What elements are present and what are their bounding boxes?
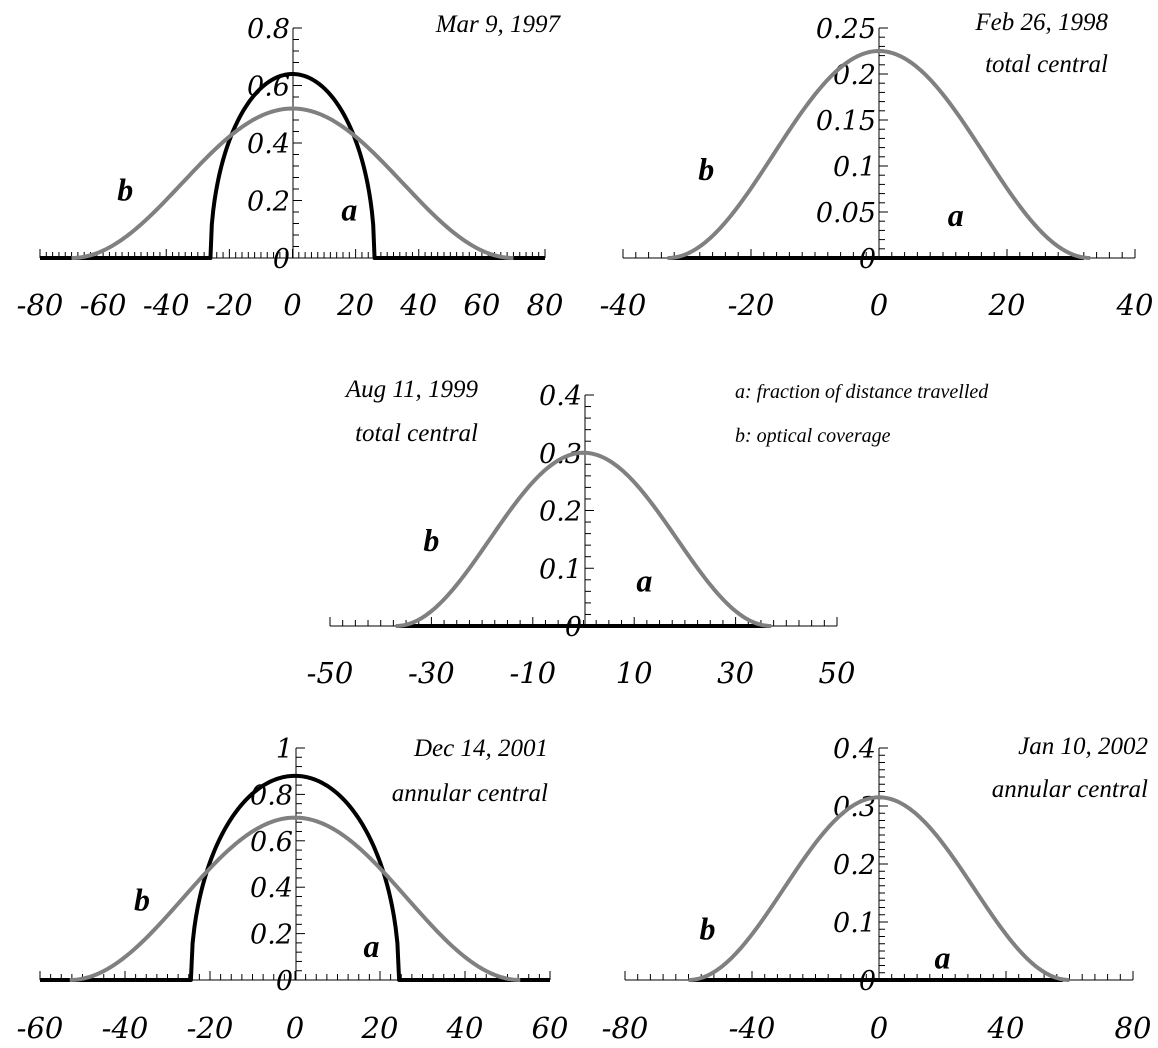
y-tick-label: 0.15 [816,106,876,137]
y-tick-label: 0.1 [833,152,876,183]
x-tick-label: 0 [870,288,888,322]
chart-title-line: Jan 10, 2002 [1018,733,1148,760]
y-tick-label: 0.4 [247,129,290,160]
x-tick-label: -30 [408,656,455,690]
x-tick-label: 30 [717,656,754,690]
x-tick-label: 40 [987,1011,1025,1045]
x-tick-label: 20 [336,288,374,322]
curve-label-a: a [935,939,951,975]
series-b-line [71,106,514,260]
x-tick-label: -40 [600,288,647,322]
series-b-line [395,450,772,628]
chart-title-line: annular central [392,780,548,807]
series-a-line [40,773,550,982]
curve-label-a: a [636,562,652,598]
chart-title-line: Mar 9, 1997 [435,11,562,38]
y-tick-label: 0 [273,244,290,275]
x-tick-label: -80 [17,288,64,322]
x-tick-label: -20 [206,288,253,322]
legend-a: a: fraction of distance travelled [735,381,989,403]
x-tick-label: 20 [361,1011,399,1045]
x-tick-label: 20 [988,288,1026,322]
y-tick-label: 1 [276,734,293,765]
legend-b: b: optical coverage [735,425,891,447]
chart-panel-4: 0 0.2 0.4 0.6 0.8 1 -60 -40 -20 0 20 40 60 b a Dec 14, … [17,734,569,1045]
x-tick-label: 80 [527,288,564,322]
curve-label-b: b [117,172,133,208]
x-tick-label: 60 [532,1011,569,1045]
y-tick-label: 0.25 [816,14,876,45]
series-b-line [69,815,521,982]
x-tick-label: 60 [463,288,500,322]
y-tick-label: 0 [276,966,293,997]
x-tick-label: -10 [509,656,556,690]
chart-title-line: annular central [992,776,1148,803]
x-tick-label: 40 [399,288,437,322]
y-tick-label: 0.2 [250,920,293,951]
y-tick-label: 0.4 [539,381,582,412]
y-tick-label: 0.05 [816,198,876,229]
curve-label-a: a [341,192,357,228]
y-tick-label: 0.2 [247,187,290,218]
panels: 0 0.2 0.4 0.6 0.8 -80 -60 -40 -20 0 20 40 60 80 b a Mar … [17,9,1154,1045]
chart-title-line: Aug 11, 1999 [344,376,479,403]
chart-title-line: total central [985,51,1108,78]
curve-label-b: b [134,881,150,917]
y-tick-label: 0.4 [250,873,293,904]
x-tick-label: -80 [602,1011,649,1045]
curve-label-b: b [423,522,439,558]
x-tick-label: -20 [728,288,775,322]
chart-title-line: Dec 14, 2001 [413,735,548,762]
series-b-line [667,49,1091,260]
x-tick-label: 0 [870,1011,888,1045]
x-tick-label: 0 [286,1011,304,1045]
curve-label-a: a [948,197,964,233]
y-tick-label: 0.1 [833,908,876,939]
chart-title-line: total central [355,420,478,447]
y-tick-label: 0.6 [250,827,293,858]
x-tick-label: 80 [1115,1011,1152,1045]
x-tick-label: 50 [819,656,856,690]
x-tick-label: -60 [80,288,127,322]
curve-label-b: b [698,151,714,187]
x-tick-label: 40 [1116,288,1154,322]
x-tick-label: -40 [143,288,190,322]
curve-label-b: b [700,910,716,946]
chart-panel-1: 00.20.40.60.8-80 -60 -40 -20 0 20 40 60 80baMar … [17,11,564,322]
curve-label-a: a [364,928,380,964]
series-a-line [40,72,545,260]
y-tick-label: 0.4 [833,734,876,765]
y-tick-label: 0.2 [833,850,876,881]
chart-title-line: Feb 26, 1998 [974,9,1108,36]
x-tick-label: -50 [307,656,354,690]
y-tick-label: 0.2 [539,497,582,528]
y-tick-label: 0.8 [250,780,293,811]
x-tick-label: -40 [729,1011,776,1045]
x-tick-label: 40 [446,1011,484,1045]
series-b-line [688,795,1070,982]
x-tick-label: 0 [283,288,301,322]
x-tick-label: -40 [102,1011,149,1045]
x-tick-label: -20 [187,1011,234,1045]
y-tick-label: 0.1 [539,554,582,585]
y-tick-label: 0.8 [247,14,290,45]
x-tick-label: 10 [616,656,653,690]
y-tick-label: 0.2 [833,60,876,91]
x-tick-label: -60 [17,1011,64,1045]
